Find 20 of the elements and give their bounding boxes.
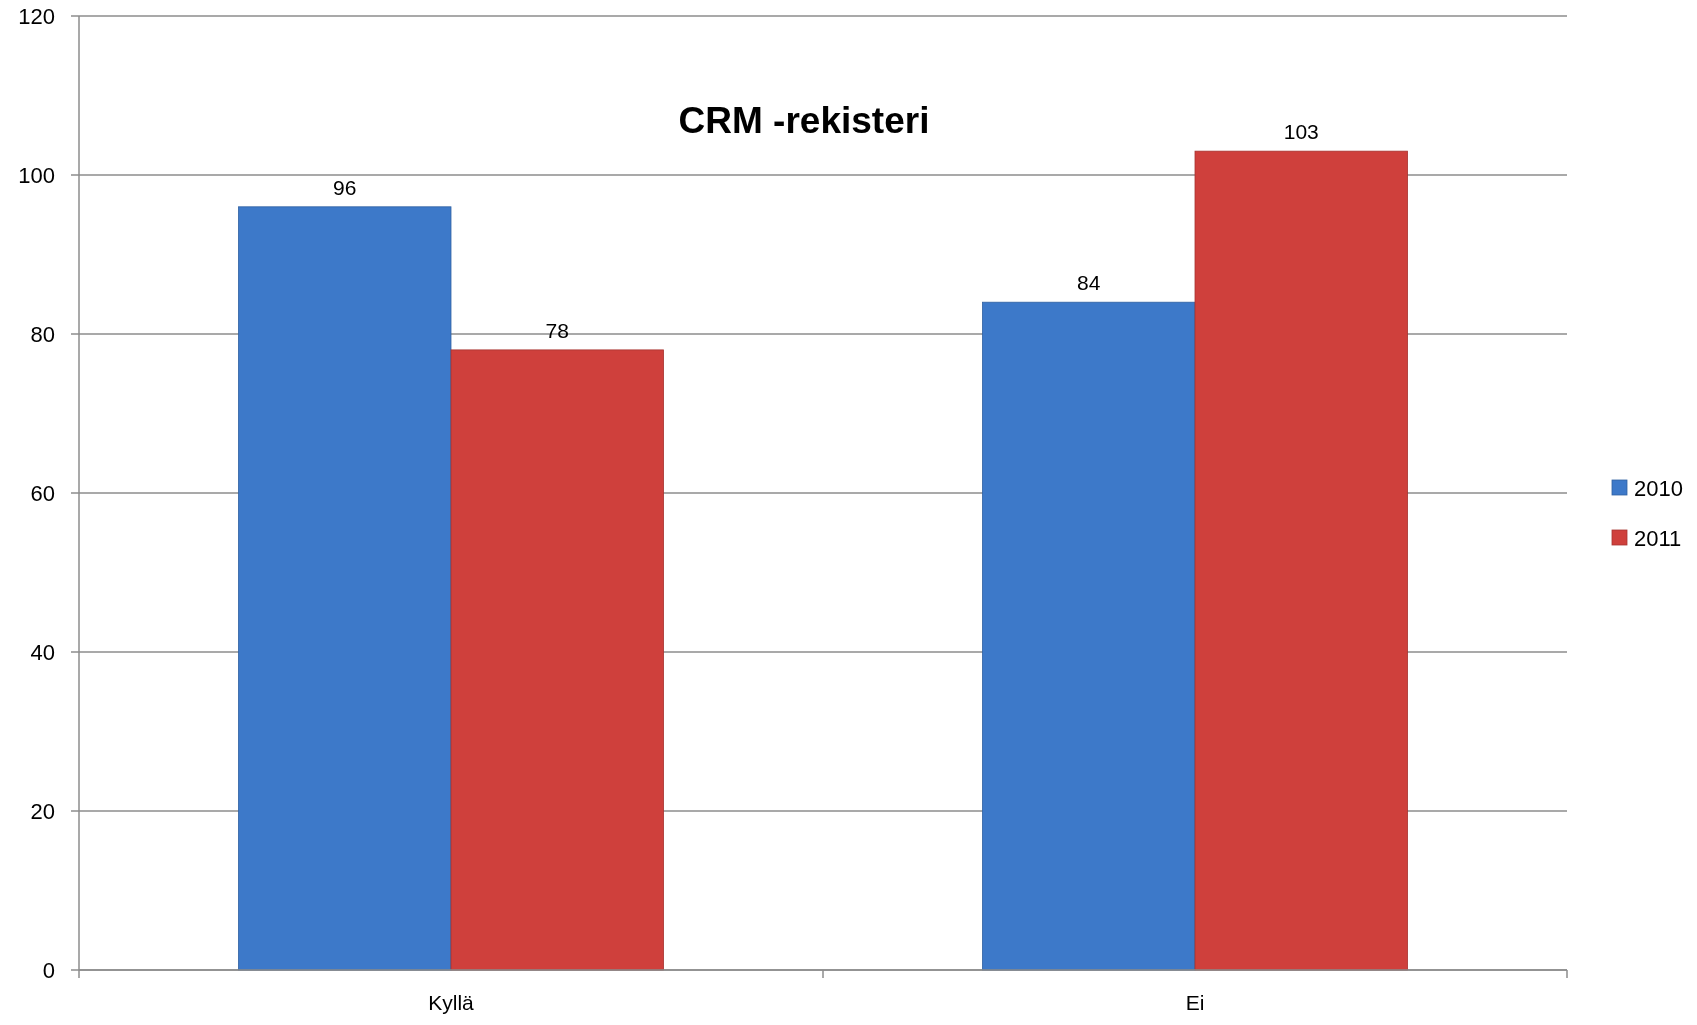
- legend-label: 2011: [1634, 525, 1682, 551]
- x-tick-label: Ei: [1185, 991, 1205, 1014]
- y-tick-label: 20: [30, 798, 55, 824]
- x-tick-label: Kyllä: [428, 991, 475, 1014]
- data-label: 84: [1077, 271, 1101, 295]
- bar: [982, 301, 1196, 971]
- bar: [238, 206, 452, 971]
- y-tick-label: 60: [30, 480, 55, 506]
- y-tick-label: 40: [30, 639, 55, 665]
- data-label: 96: [333, 175, 357, 199]
- legend-label: 2010: [1634, 475, 1683, 501]
- y-tick-label: 0: [42, 957, 55, 983]
- bar: [1194, 150, 1408, 971]
- y-tick-label: 120: [18, 3, 55, 29]
- data-label: 103: [1283, 120, 1319, 144]
- y-tick-label: 80: [30, 321, 55, 347]
- y-tick-label: 100: [18, 162, 55, 188]
- data-label: 78: [545, 318, 569, 342]
- text: CRM -rekisteri: [678, 100, 930, 141]
- bar: [450, 349, 664, 971]
